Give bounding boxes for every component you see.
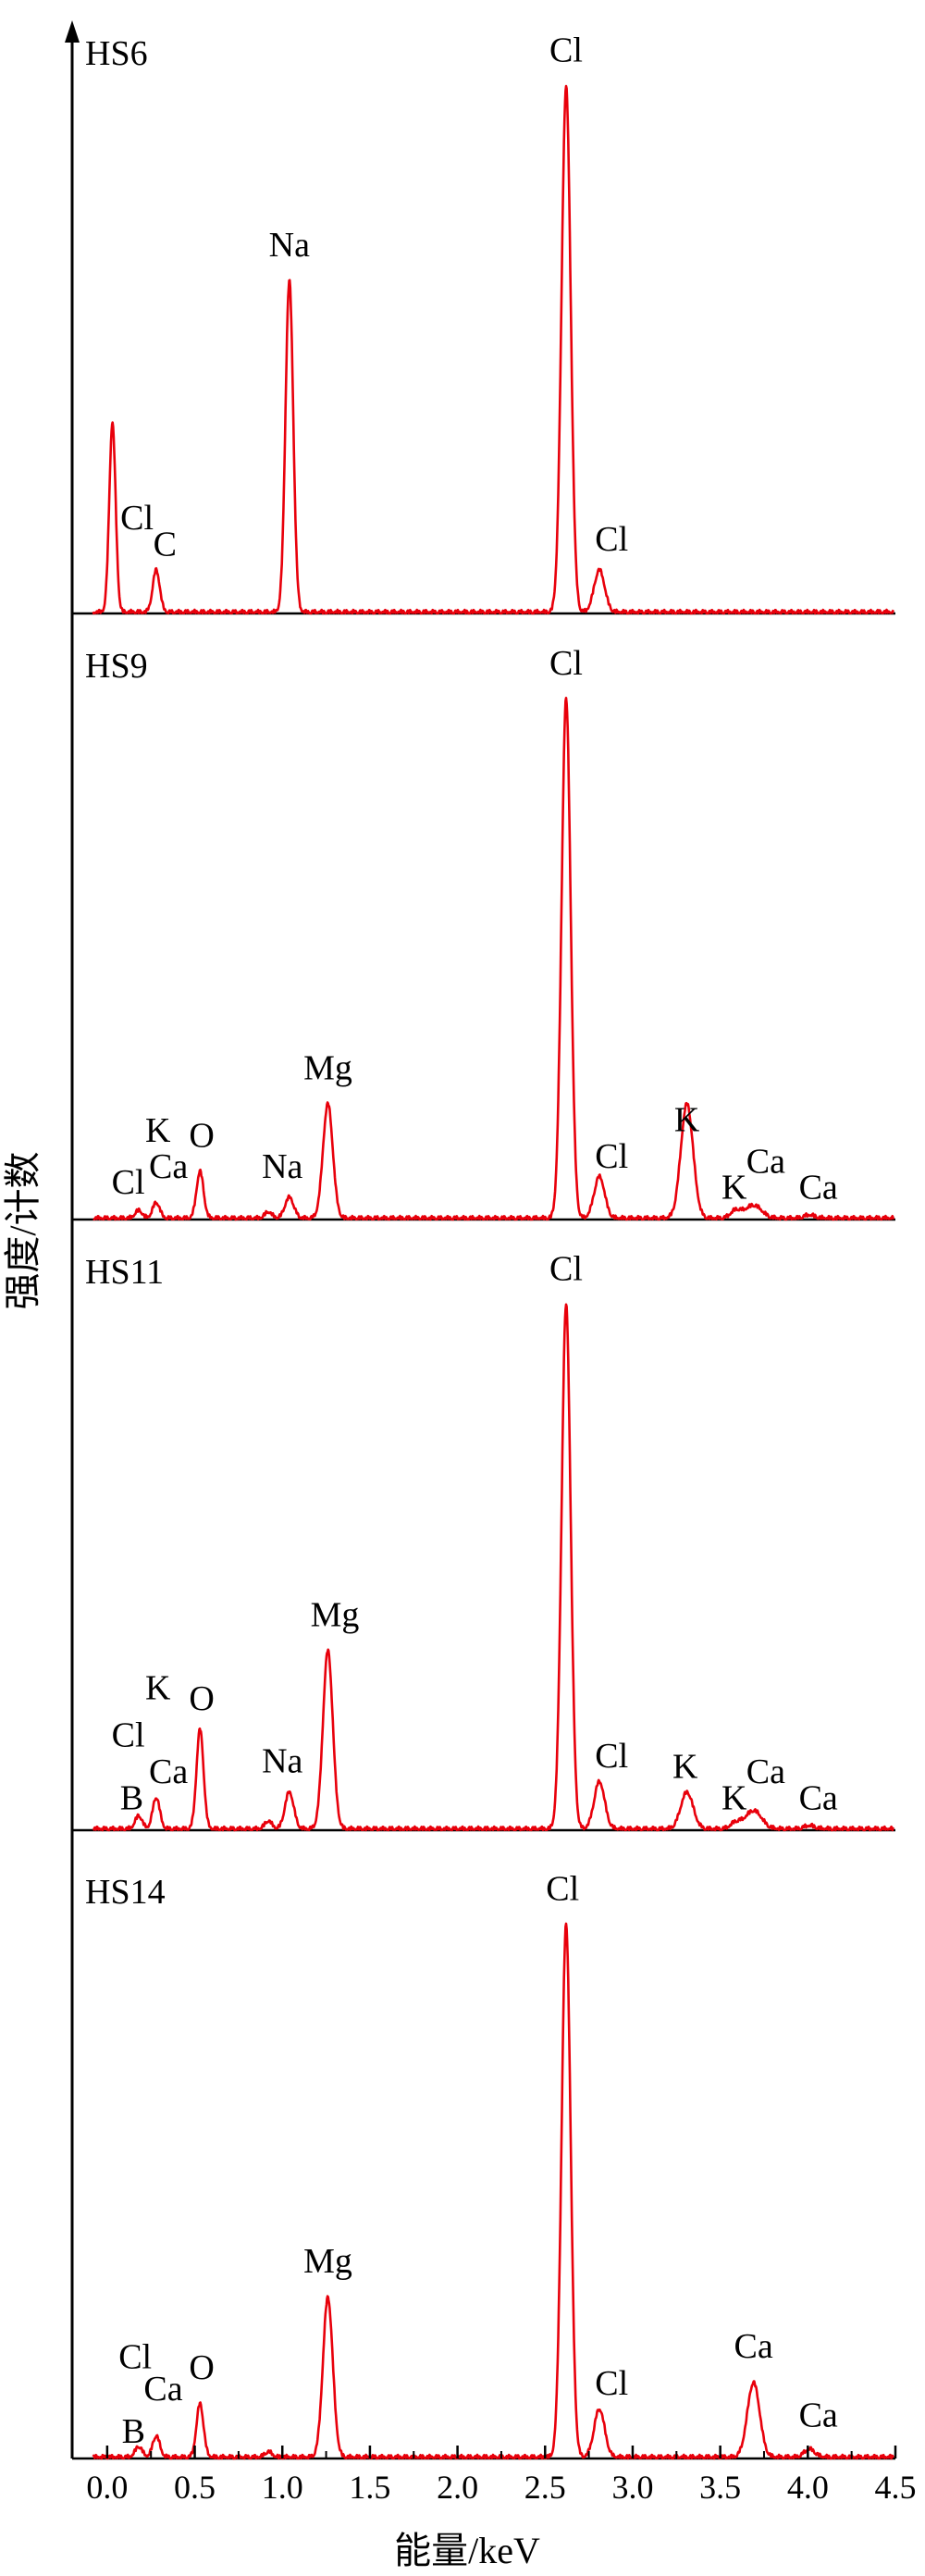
y-axis-label: 强度/计数	[2, 1151, 43, 1309]
panel-title: HS6	[85, 34, 148, 73]
element-label: Ca	[143, 2370, 182, 2409]
element-label: Cl	[112, 1163, 145, 1202]
element-label: Cl	[595, 1737, 628, 1776]
element-label: K	[145, 1669, 171, 1708]
element-label: Ca	[799, 2396, 838, 2435]
element-label: K	[722, 1169, 747, 1208]
spectrum-line	[92, 84, 895, 615]
element-label: Ca	[149, 1752, 188, 1791]
x-tick-label: 2.0	[437, 2469, 478, 2506]
element-label: Mg	[303, 2242, 352, 2281]
spectrum-line	[92, 697, 895, 1221]
element-label: Cl	[112, 1715, 145, 1754]
element-label: B	[122, 2412, 145, 2451]
axes	[65, 20, 80, 2458]
element-label: Na	[262, 1742, 302, 1781]
element-label: O	[189, 1116, 214, 1155]
element-label: Cl	[549, 644, 583, 683]
element-label: Ca	[746, 1752, 785, 1791]
element-label: Cl	[595, 2364, 628, 2403]
x-tick-label: 4.5	[875, 2469, 917, 2506]
element-label: K	[145, 1111, 171, 1150]
x-axis-label: 能量/keV	[394, 2530, 540, 2571]
x-tick-label: 1.0	[262, 2469, 303, 2506]
x-tick-label: 0.5	[174, 2469, 216, 2506]
element-label: C	[154, 526, 177, 564]
panel-title: HS11	[85, 1253, 164, 1292]
element-label: Na	[262, 1147, 302, 1186]
element-label: Cl	[118, 2337, 152, 2376]
element-label: Cl	[549, 1250, 583, 1289]
element-label: Cl	[546, 1869, 579, 1908]
element-label: Na	[269, 226, 310, 265]
element-label: Ca	[799, 1169, 838, 1208]
spectrum-line	[92, 1922, 895, 2460]
element-label: Cl	[549, 31, 583, 70]
element-label: Ca	[149, 1147, 188, 1186]
element-label: O	[189, 2348, 214, 2387]
panel-title: HS14	[85, 1873, 166, 1912]
element-label: Ca	[734, 2327, 773, 2366]
element-label: Ca	[799, 1778, 838, 1817]
element-label: Mg	[303, 1049, 352, 1088]
element-label: Ca	[746, 1143, 785, 1182]
element-label: K	[722, 1778, 747, 1817]
x-tick-label: 4.0	[787, 2469, 829, 2506]
element-label: Mg	[311, 1595, 360, 1634]
x-tick-label: 1.5	[349, 2469, 390, 2506]
x-tick-label: 2.5	[524, 2469, 566, 2506]
element-label: B	[120, 1778, 143, 1817]
x-tick-label: 3.5	[699, 2469, 741, 2506]
element-label: K	[672, 1747, 698, 1786]
x-tick-label: 0.0	[86, 2469, 128, 2506]
x-tick-label: 3.0	[611, 2469, 653, 2506]
element-label: O	[189, 1679, 214, 1718]
y-axis-arrow-icon	[65, 20, 80, 43]
x-ticks: 0.0 0.5 1.0 1.5 2.0 2.5 3.0 3.5 4.0 4.5	[86, 2446, 917, 2506]
element-label: Cl	[595, 520, 628, 559]
spectrum-line	[92, 1303, 895, 1832]
element-label: Cl	[595, 1137, 628, 1176]
element-label: Cl	[120, 499, 154, 538]
element-label: K	[674, 1101, 700, 1140]
panel-title: HS9	[85, 647, 148, 686]
